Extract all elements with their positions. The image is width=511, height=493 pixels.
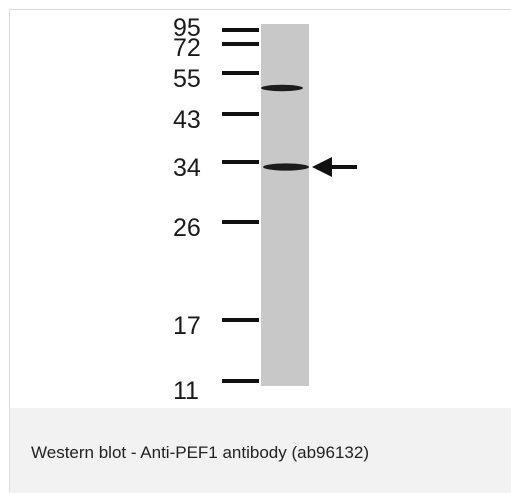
gel-lane: [261, 24, 309, 386]
marker-label-11: 11: [173, 377, 199, 405]
marker-label-43: 43: [173, 106, 201, 134]
figure-card: 95 72 55 43 34 26 17 11: [9, 9, 511, 493]
marker-label-26: 26: [173, 214, 201, 242]
marker-label-72: 72: [173, 34, 201, 62]
marker-label-17: 17: [173, 312, 201, 340]
band-upper: [261, 84, 303, 92]
ladder-tick-icon: [222, 160, 259, 164]
marker-label-34: 34: [173, 154, 201, 182]
marker-label-95: 95: [173, 14, 201, 42]
ladder-tick-icon: [222, 318, 259, 322]
ladder-tick-icon: [222, 220, 259, 224]
ladder-tick-icon: [222, 42, 259, 46]
ladder-tick-icon: [222, 379, 259, 383]
caption-bar: Western blot - Anti-PEF1 antibody (ab961…: [10, 408, 511, 493]
ladder-tick-icon: [222, 112, 259, 116]
figure-caption: Western blot - Anti-PEF1 antibody (ab961…: [31, 443, 369, 462]
left-arrow-icon: [312, 157, 357, 177]
blot-svg: 95 72 55 43 34 26 17 11: [173, 14, 357, 405]
ladder-tick-icon: [222, 71, 259, 75]
marker-label-55: 55: [173, 65, 201, 93]
band-target: [263, 163, 309, 171]
ladder-tick-icon: [222, 28, 259, 32]
western-blot-image: 95 72 55 43 34 26 17 11: [10, 10, 511, 408]
